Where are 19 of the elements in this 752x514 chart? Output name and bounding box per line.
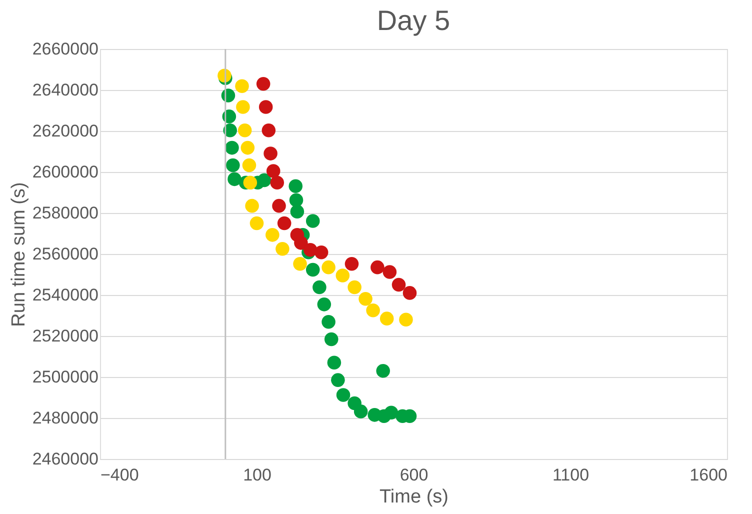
y-tick-label: 2540000 xyxy=(32,286,98,304)
y-tick-label: 2660000 xyxy=(32,40,98,58)
x-axis-title: Time (s) xyxy=(380,486,448,508)
chart-title: Day 5 xyxy=(376,5,450,36)
y-tick-label: 2580000 xyxy=(32,204,98,222)
x-tick-label: 100 xyxy=(243,466,272,484)
y-tick-label: 2500000 xyxy=(32,368,98,386)
y-tick-label: 2460000 xyxy=(32,450,98,468)
y-tick-label: 2600000 xyxy=(32,162,98,182)
x-tick-label: 1100 xyxy=(552,466,590,484)
x-tick-label: 600 xyxy=(400,466,428,484)
y-tick-label: 2560000 xyxy=(32,244,98,264)
y-axis-title: Run time sum (s) xyxy=(8,182,30,327)
y-tick-label: 2620000 xyxy=(32,122,98,140)
x-tick-label: 1600 xyxy=(690,466,728,484)
y-tick-label: 2480000 xyxy=(32,408,98,428)
x-tick-label: −400 xyxy=(100,466,139,484)
y-tick-label: 2640000 xyxy=(32,80,98,100)
y-tick-label: 2520000 xyxy=(32,326,98,346)
